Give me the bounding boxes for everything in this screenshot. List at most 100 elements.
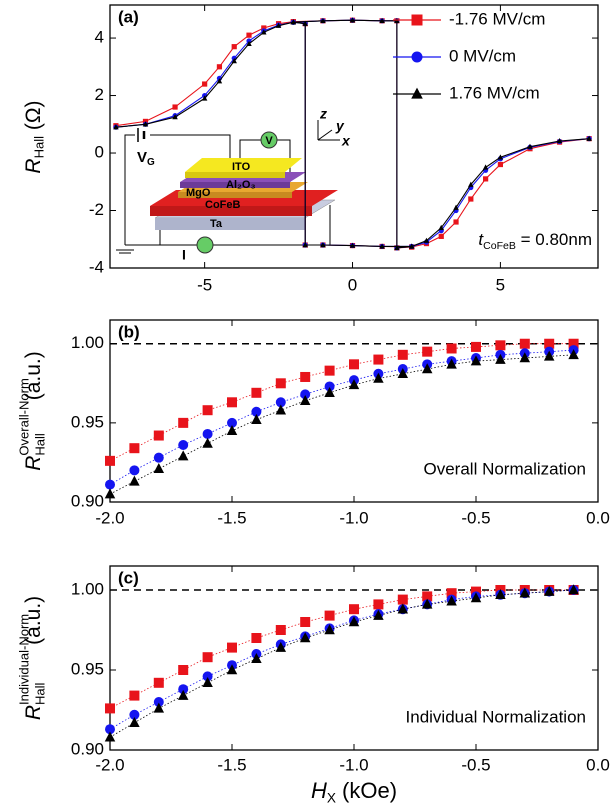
layer-cofeb: [150, 206, 312, 216]
marker: [446, 343, 457, 354]
marker: [129, 475, 140, 486]
marker: [379, 17, 385, 24]
layer-label: Al₂O₃: [226, 179, 256, 191]
x-tick-label: 0.0: [586, 755, 610, 774]
x-tick-label: -0.5: [461, 508, 490, 527]
marker: [216, 64, 223, 70]
annotation-main: t: [478, 230, 484, 249]
marker: [178, 417, 189, 428]
marker: [172, 114, 178, 120]
marker: [543, 350, 555, 361]
annotation-sub: CoFeB: [483, 240, 516, 252]
axis-arrow: [317, 129, 333, 141]
y-tick-label: 0.90: [71, 739, 104, 758]
marker: [246, 32, 252, 38]
marker: [275, 378, 286, 389]
marker: [495, 589, 506, 600]
marker: [470, 355, 482, 366]
marker: [411, 14, 423, 26]
marker: [586, 135, 592, 141]
marker: [470, 592, 482, 603]
marker: [290, 19, 297, 25]
annotation: Overall Normalization: [424, 459, 587, 478]
gate-label: VG: [137, 149, 155, 168]
panel-label: (c): [118, 568, 139, 587]
layer-al2o3: [180, 182, 290, 188]
layer-label: Ta: [210, 218, 223, 230]
marker: [446, 358, 457, 369]
ammeter: [196, 236, 214, 254]
marker: [324, 624, 335, 635]
marker: [373, 372, 384, 383]
x-tick-label: 0.0: [586, 508, 610, 527]
marker: [394, 244, 400, 251]
marker: [438, 233, 444, 239]
marker: [397, 594, 408, 605]
marker: [226, 425, 238, 436]
marker: [129, 443, 140, 454]
marker: [519, 352, 531, 363]
marker: [104, 731, 116, 742]
layer-ta: [155, 218, 305, 230]
marker: [251, 387, 262, 398]
marker: [105, 479, 115, 490]
marker: [104, 488, 116, 499]
layer-label: ITO: [232, 161, 251, 173]
y-axis-label-sub: Hall: [33, 682, 48, 705]
marker: [246, 40, 252, 47]
marker: [178, 440, 189, 451]
marker: [453, 219, 459, 225]
current-label: I: [182, 247, 186, 263]
marker: [568, 338, 579, 349]
marker: [397, 603, 409, 614]
y-tick-label: 0: [95, 143, 104, 162]
x-tick-label: -1.5: [217, 508, 246, 527]
y-axis-label: RIndividual-NormHall (a.u.): [17, 596, 48, 720]
marker: [105, 455, 115, 466]
marker: [251, 633, 262, 643]
marker: [300, 617, 311, 627]
marker: [373, 354, 384, 365]
marker: [421, 598, 433, 609]
marker: [299, 394, 311, 405]
legend-label: -1.76 MV/cm: [449, 9, 545, 28]
marker: [422, 591, 433, 602]
marker: [251, 413, 262, 424]
marker: [202, 437, 213, 448]
marker: [251, 406, 262, 417]
wire: [150, 134, 231, 160]
marker: [302, 242, 308, 248]
marker: [349, 242, 356, 248]
marker: [556, 137, 563, 144]
x-tick-label: -1.0: [339, 508, 368, 527]
marker: [227, 642, 237, 653]
marker: [153, 702, 165, 713]
marker: [438, 224, 444, 230]
marker: [275, 625, 286, 635]
y-tick-label: -2: [89, 200, 104, 219]
legend-label: 0 MV/cm: [449, 46, 516, 65]
marker: [129, 690, 140, 701]
marker: [497, 161, 503, 168]
marker: [142, 121, 149, 127]
gate-label-sub: G: [147, 157, 155, 168]
y-axis-label-sup: Overall-Norm: [17, 378, 32, 455]
marker: [421, 363, 433, 374]
marker: [202, 81, 208, 87]
wire: [239, 139, 262, 160]
marker: [527, 143, 533, 149]
marker: [543, 585, 555, 596]
marker: [275, 397, 286, 408]
marker: [348, 379, 360, 390]
marker: [468, 181, 474, 187]
y-tick-label: 1.00: [71, 333, 104, 352]
x-axis-label: HX (kOe): [311, 778, 397, 805]
marker: [397, 368, 409, 379]
marker: [348, 616, 360, 627]
marker: [300, 389, 311, 400]
x-tick-label: -2.0: [95, 508, 124, 527]
x-tick-label: -2.0: [95, 755, 124, 774]
marker: [495, 353, 506, 364]
